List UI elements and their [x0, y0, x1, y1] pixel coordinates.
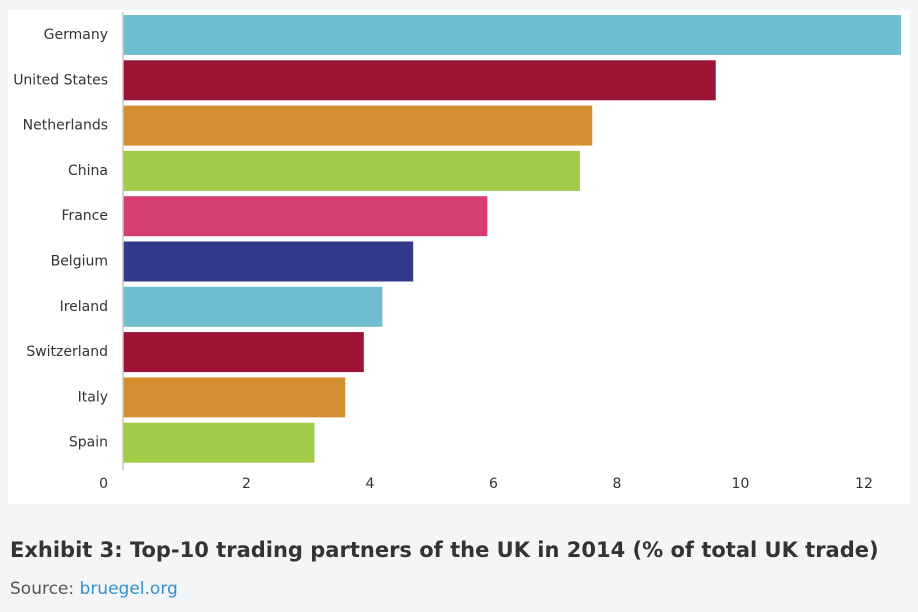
- source-line: Source: bruegel.org: [10, 579, 178, 599]
- bar-italy: [123, 377, 346, 418]
- bar-france: [123, 196, 488, 237]
- x-tick-label-6: 6: [489, 476, 498, 492]
- category-label-united-states: United States: [13, 72, 108, 88]
- bar-united-states: [123, 60, 716, 101]
- category-label-france: France: [61, 208, 108, 224]
- chart-panel: Germany United States Netherlands China Fran…: [8, 10, 910, 504]
- x-tick-label-4: 4: [366, 476, 375, 492]
- category-label-ireland: Ireland: [60, 299, 108, 315]
- bar-netherlands: [123, 105, 593, 146]
- x-tick-label-0: 0: [99, 476, 108, 492]
- x-tick-labels: 0 2 4 6 8 10 12: [99, 476, 873, 492]
- category-labels: Germany United States Netherlands China Fran…: [13, 27, 108, 451]
- bar-germany: [123, 15, 901, 55]
- category-label-spain: Spain: [69, 435, 108, 451]
- category-label-belgium: Belgium: [51, 254, 108, 270]
- x-tick-label-8: 8: [613, 476, 622, 492]
- bar-belgium: [123, 241, 414, 282]
- bar-china: [123, 150, 580, 191]
- bar-spain: [123, 422, 315, 463]
- category-label-germany: Germany: [44, 27, 108, 43]
- category-label-china: China: [68, 163, 108, 179]
- bar-switzerland: [123, 332, 364, 373]
- chart-caption: Exhibit 3: Top-10 trading partners of th…: [10, 538, 879, 562]
- bar-ireland: [123, 286, 383, 327]
- category-label-switzerland: Switzerland: [26, 344, 108, 360]
- bar-chart: Germany United States Netherlands China Fran…: [13, 12, 901, 492]
- x-tick-label-12: 12: [855, 476, 873, 492]
- category-label-netherlands: Netherlands: [23, 118, 108, 134]
- x-tick-label-2: 2: [242, 476, 251, 492]
- x-tick-label-10: 10: [732, 476, 750, 492]
- category-label-italy: Italy: [78, 389, 108, 405]
- source-prefix: Source:: [10, 579, 80, 599]
- source-link[interactable]: bruegel.org: [79, 579, 178, 599]
- bars-group: [123, 15, 901, 463]
